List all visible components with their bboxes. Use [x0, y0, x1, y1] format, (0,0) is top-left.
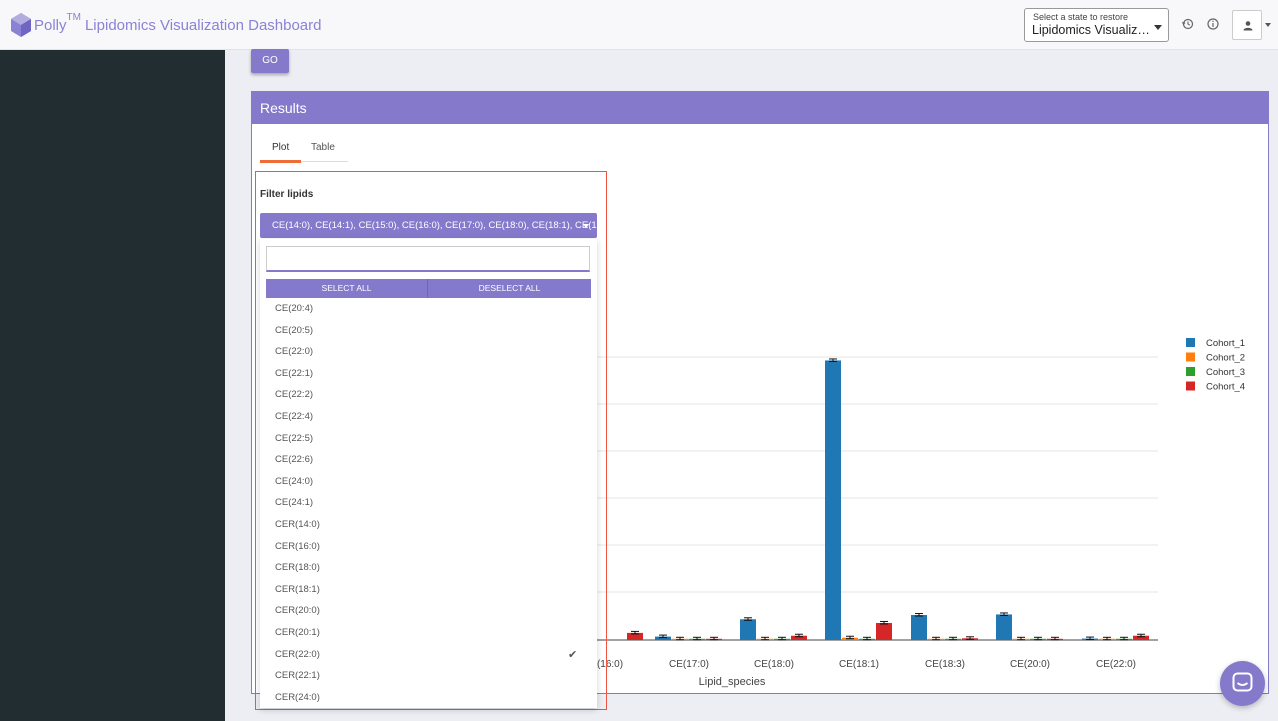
dropdown-option[interactable]: CER(18:0): [275, 562, 320, 574]
dropdown-option[interactable]: CER(24:0): [275, 691, 320, 703]
dropdown-option[interactable]: CER(20:1): [275, 627, 320, 638]
polly-logo-icon: [11, 13, 31, 37]
dropdown-search-input[interactable]: [266, 246, 590, 272]
highlight-outline: [255, 171, 607, 710]
dropdown-option[interactable]: CE(22:0): [275, 346, 314, 358]
dropdown-option[interactable]: CE(22:1): [275, 367, 314, 379]
user-chevron-down-icon[interactable]: [1265, 23, 1271, 27]
dropdown-option[interactable]: CE(20:5): [275, 324, 314, 336]
caret-down-icon: [583, 224, 589, 228]
dropdown-option[interactable]: CE(24:1): [275, 497, 314, 509]
state-restore-label: Select a state to restore: [1033, 12, 1129, 22]
dropdown-option[interactable]: CE(22:2): [275, 389, 314, 401]
sidebar: [0, 50, 225, 721]
dropdown-option[interactable]: CE(24:0): [275, 475, 314, 487]
dropdown-option[interactable]: CE(22:4): [275, 411, 314, 422]
tab-plot-active-indicator: [260, 160, 301, 163]
dashboard-title: Lipidomics Visualization Dashboard: [84, 17, 322, 34]
dropdown-option[interactable]: CER(22:0): [275, 648, 320, 660]
dropdown-option[interactable]: CER(16:0): [275, 540, 320, 552]
select-all-button[interactable]: SELECT ALL: [266, 279, 428, 298]
chat-icon: [1232, 672, 1253, 692]
top-header: PollyTM Lipidomics Visualization Dashboar…: [0, 0, 1278, 50]
dropdown-option[interactable]: CE(22:6): [275, 454, 314, 466]
dropdown-option[interactable]: CE(22:5): [275, 432, 314, 444]
dropdown-option[interactable]: CER(20:0): [275, 605, 320, 617]
user-menu-button[interactable]: [1232, 10, 1262, 40]
dropdown-option[interactable]: CER(14:0): [275, 519, 320, 530]
app-title: PollyTM Lipidomics Visualization Dashboar…: [34, 12, 322, 34]
results-title: Results: [252, 92, 1268, 124]
chevron-down-icon: [1154, 25, 1162, 30]
user-icon: [1243, 21, 1253, 31]
deselect-all-button[interactable]: DESELECT ALL: [478, 283, 541, 293]
filter-lipids-label: Filter lipids: [260, 189, 314, 200]
check-icon: ✔: [568, 648, 578, 661]
dropdown-actions: SELECT ALL DESELECT ALL: [266, 279, 591, 298]
chat-button[interactable]: [1220, 661, 1265, 706]
tab-plot[interactable]: Plot: [272, 142, 290, 153]
trademark: TM: [66, 12, 81, 23]
state-restore-select[interactable]: Select a state to restore Lipidomics Vis…: [1024, 8, 1169, 42]
results-tabs: Plot Table: [260, 138, 348, 163]
state-restore-value: Lipidomics Visualiza...: [1032, 23, 1152, 37]
filter-dropdown-menu: SELECT ALL DESELECT ALL CE(20:4) CE(20:5)…: [260, 239, 597, 708]
brand-name: Polly: [34, 17, 67, 34]
go-button[interactable]: GO: [251, 49, 289, 73]
info-icon[interactable]: [1206, 17, 1220, 31]
history-icon[interactable]: [1181, 17, 1195, 31]
filter-lipids-select[interactable]: CE(14:0), CE(14:1), CE(15:0), CE(16:0), …: [260, 213, 597, 238]
dropdown-option[interactable]: CER(18:1): [275, 583, 320, 595]
dropdown-option[interactable]: CE(20:4): [275, 303, 314, 314]
tab-table[interactable]: Table: [311, 142, 335, 153]
dropdown-option[interactable]: CER(22:1): [275, 670, 320, 682]
